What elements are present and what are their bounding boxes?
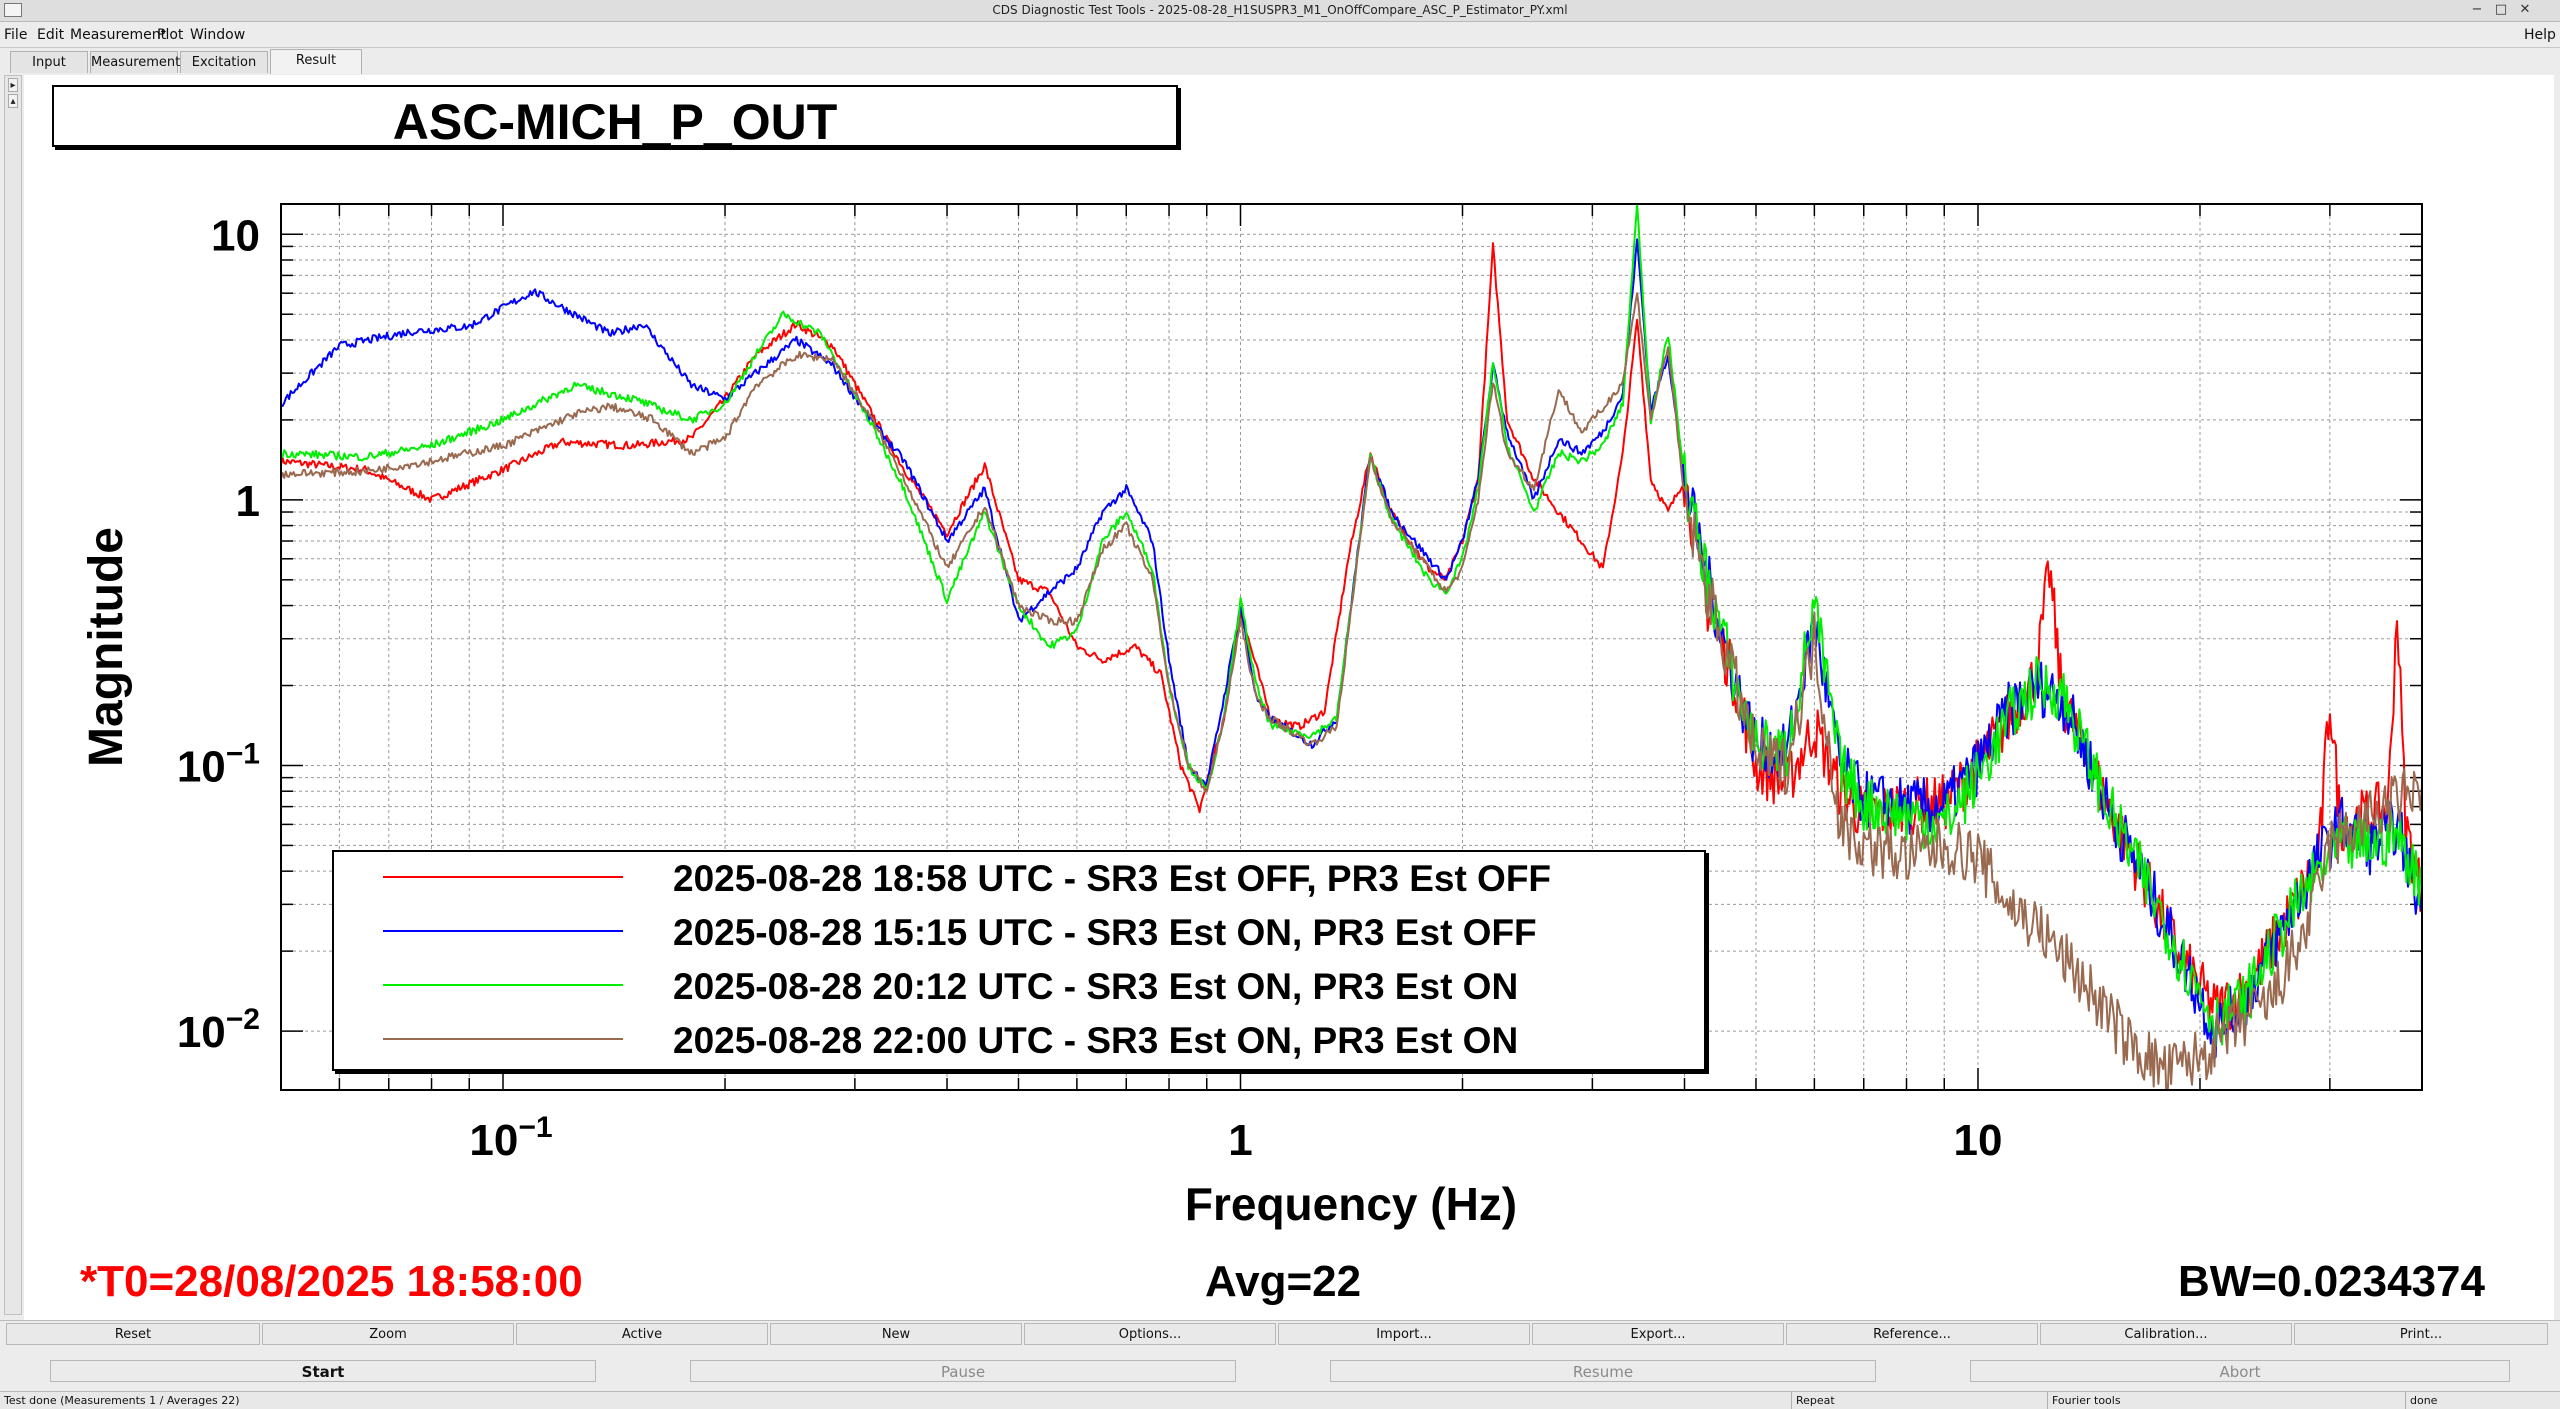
- x-tick-label: 10−1: [469, 1111, 552, 1165]
- export-button[interactable]: Export...: [1532, 1323, 1784, 1345]
- pause-button[interactable]: Pause: [690, 1360, 1236, 1382]
- print-button[interactable]: Print...: [2294, 1323, 2548, 1345]
- panel-expander: ▸ ▴: [4, 75, 22, 1315]
- legend-box: [332, 850, 1706, 1071]
- tab-result[interactable]: Result: [270, 49, 362, 74]
- maximize-icon[interactable]: □: [2494, 2, 2508, 17]
- menu-plot[interactable]: Plot: [157, 27, 184, 43]
- menu-edit[interactable]: Edit: [37, 27, 65, 43]
- control-button-bar: Start Pause Resume Abort: [0, 1350, 2560, 1390]
- menu-bar: File Edit Measurement Plot Window Help: [0, 22, 2560, 48]
- close-icon[interactable]: ✕: [2519, 2, 2531, 17]
- avg-label: Avg=22: [1205, 1257, 1362, 1306]
- y-axis-label: Magnitude: [80, 527, 133, 767]
- plot-frame: [280, 203, 2423, 1091]
- legend-shadow: [1705, 853, 1709, 1072]
- y-tick-label: 1: [236, 477, 260, 526]
- graph-title-box: ASC-MICH_P_OUT: [52, 85, 1178, 150]
- y-tick-label: 10: [211, 211, 260, 260]
- app-icon: [4, 3, 22, 17]
- tab-input[interactable]: Input: [10, 51, 88, 73]
- tab-row: Input Measurement Excitation Result: [0, 49, 2560, 75]
- expand-right-icon[interactable]: ▸: [8, 78, 18, 92]
- t0-label: *T0=28/08/2025 18:58:00: [80, 1257, 583, 1306]
- axis-ticks: 10 1 10−1 10−2 10−1 1 10: [177, 211, 2003, 1165]
- graph-title: ASC-MICH_P_OUT: [392, 94, 838, 150]
- tab-excitation[interactable]: Excitation: [180, 51, 268, 73]
- minimize-icon[interactable]: −: [2471, 2, 2483, 17]
- status-tools: Fourier tools: [2048, 1392, 2406, 1409]
- series-layer: [280, 203, 2423, 1091]
- x-tick-label: 1: [1228, 1116, 1252, 1165]
- reference-button[interactable]: Reference...: [1786, 1323, 2038, 1345]
- legend-label-0: 2025-08-28 18:58 UTC - SR3 Est OFF, PR3 …: [673, 858, 1551, 899]
- legend-label-2: 2025-08-28 20:12 UTC - SR3 Est ON, PR3 E…: [673, 966, 1518, 1007]
- status-message: Test done (Measurements 1 / Averages 22): [0, 1392, 1792, 1409]
- menu-file[interactable]: File: [4, 27, 28, 43]
- zoom-button[interactable]: Zoom: [262, 1323, 514, 1345]
- window-title: CDS Diagnostic Test Tools - 2025-08-28_H…: [992, 3, 1568, 17]
- bw-label: BW=0.0234374: [2178, 1257, 2485, 1306]
- reset-button[interactable]: Reset: [6, 1323, 260, 1345]
- import-button[interactable]: Import...: [1278, 1323, 1530, 1345]
- plot-panel[interactable]: [24, 75, 2554, 1320]
- menu-measurement[interactable]: Measurement: [70, 27, 167, 43]
- status-state: done: [2410, 1394, 2438, 1407]
- menu-help[interactable]: Help: [2524, 27, 2556, 43]
- new-button[interactable]: New: [770, 1323, 1022, 1345]
- x-tick-label: 10: [1954, 1116, 2003, 1165]
- y-tick-label: 10−1: [177, 737, 260, 791]
- tab-measurement[interactable]: Measurement: [90, 51, 180, 73]
- legend: 2025-08-28 18:58 UTC - SR3 Est OFF, PR3 …: [332, 850, 1709, 1074]
- calibration-button[interactable]: Calibration...: [2040, 1323, 2292, 1345]
- legend-label-3: 2025-08-28 22:00 UTC - SR3 Est ON, PR3 E…: [673, 1020, 1518, 1061]
- legend-label-1: 2025-08-28 15:15 UTC - SR3 Est ON, PR3 E…: [673, 912, 1537, 953]
- start-button[interactable]: Start: [50, 1360, 596, 1382]
- active-button[interactable]: Active: [516, 1323, 768, 1345]
- x-axis-label: Frequency (Hz): [1185, 1178, 1517, 1230]
- expand-up-icon[interactable]: ▴: [8, 94, 18, 108]
- legend-shadow: [335, 1070, 1709, 1074]
- plot-button-bar: Reset Zoom Active New Options... Import.…: [0, 1320, 2560, 1346]
- options-button[interactable]: Options...: [1024, 1323, 1276, 1345]
- abort-button[interactable]: Abort: [1970, 1360, 2510, 1382]
- y-tick-label: 10−2: [177, 1003, 260, 1057]
- magnitude-chart[interactable]: 10 1 10−1 10−2 10−1 1 10 Magnitude Frequency (…: [0, 0, 2560, 1320]
- status-repeat: Repeat: [1792, 1392, 2048, 1409]
- series-line-3: [280, 292, 2423, 1091]
- title-bar: CDS Diagnostic Test Tools - 2025-08-28_H…: [0, 0, 2560, 22]
- status-bar: Test done (Measurements 1 / Averages 22)…: [0, 1391, 2560, 1409]
- resume-button[interactable]: Resume: [1330, 1360, 1876, 1382]
- menu-window[interactable]: Window: [190, 27, 246, 43]
